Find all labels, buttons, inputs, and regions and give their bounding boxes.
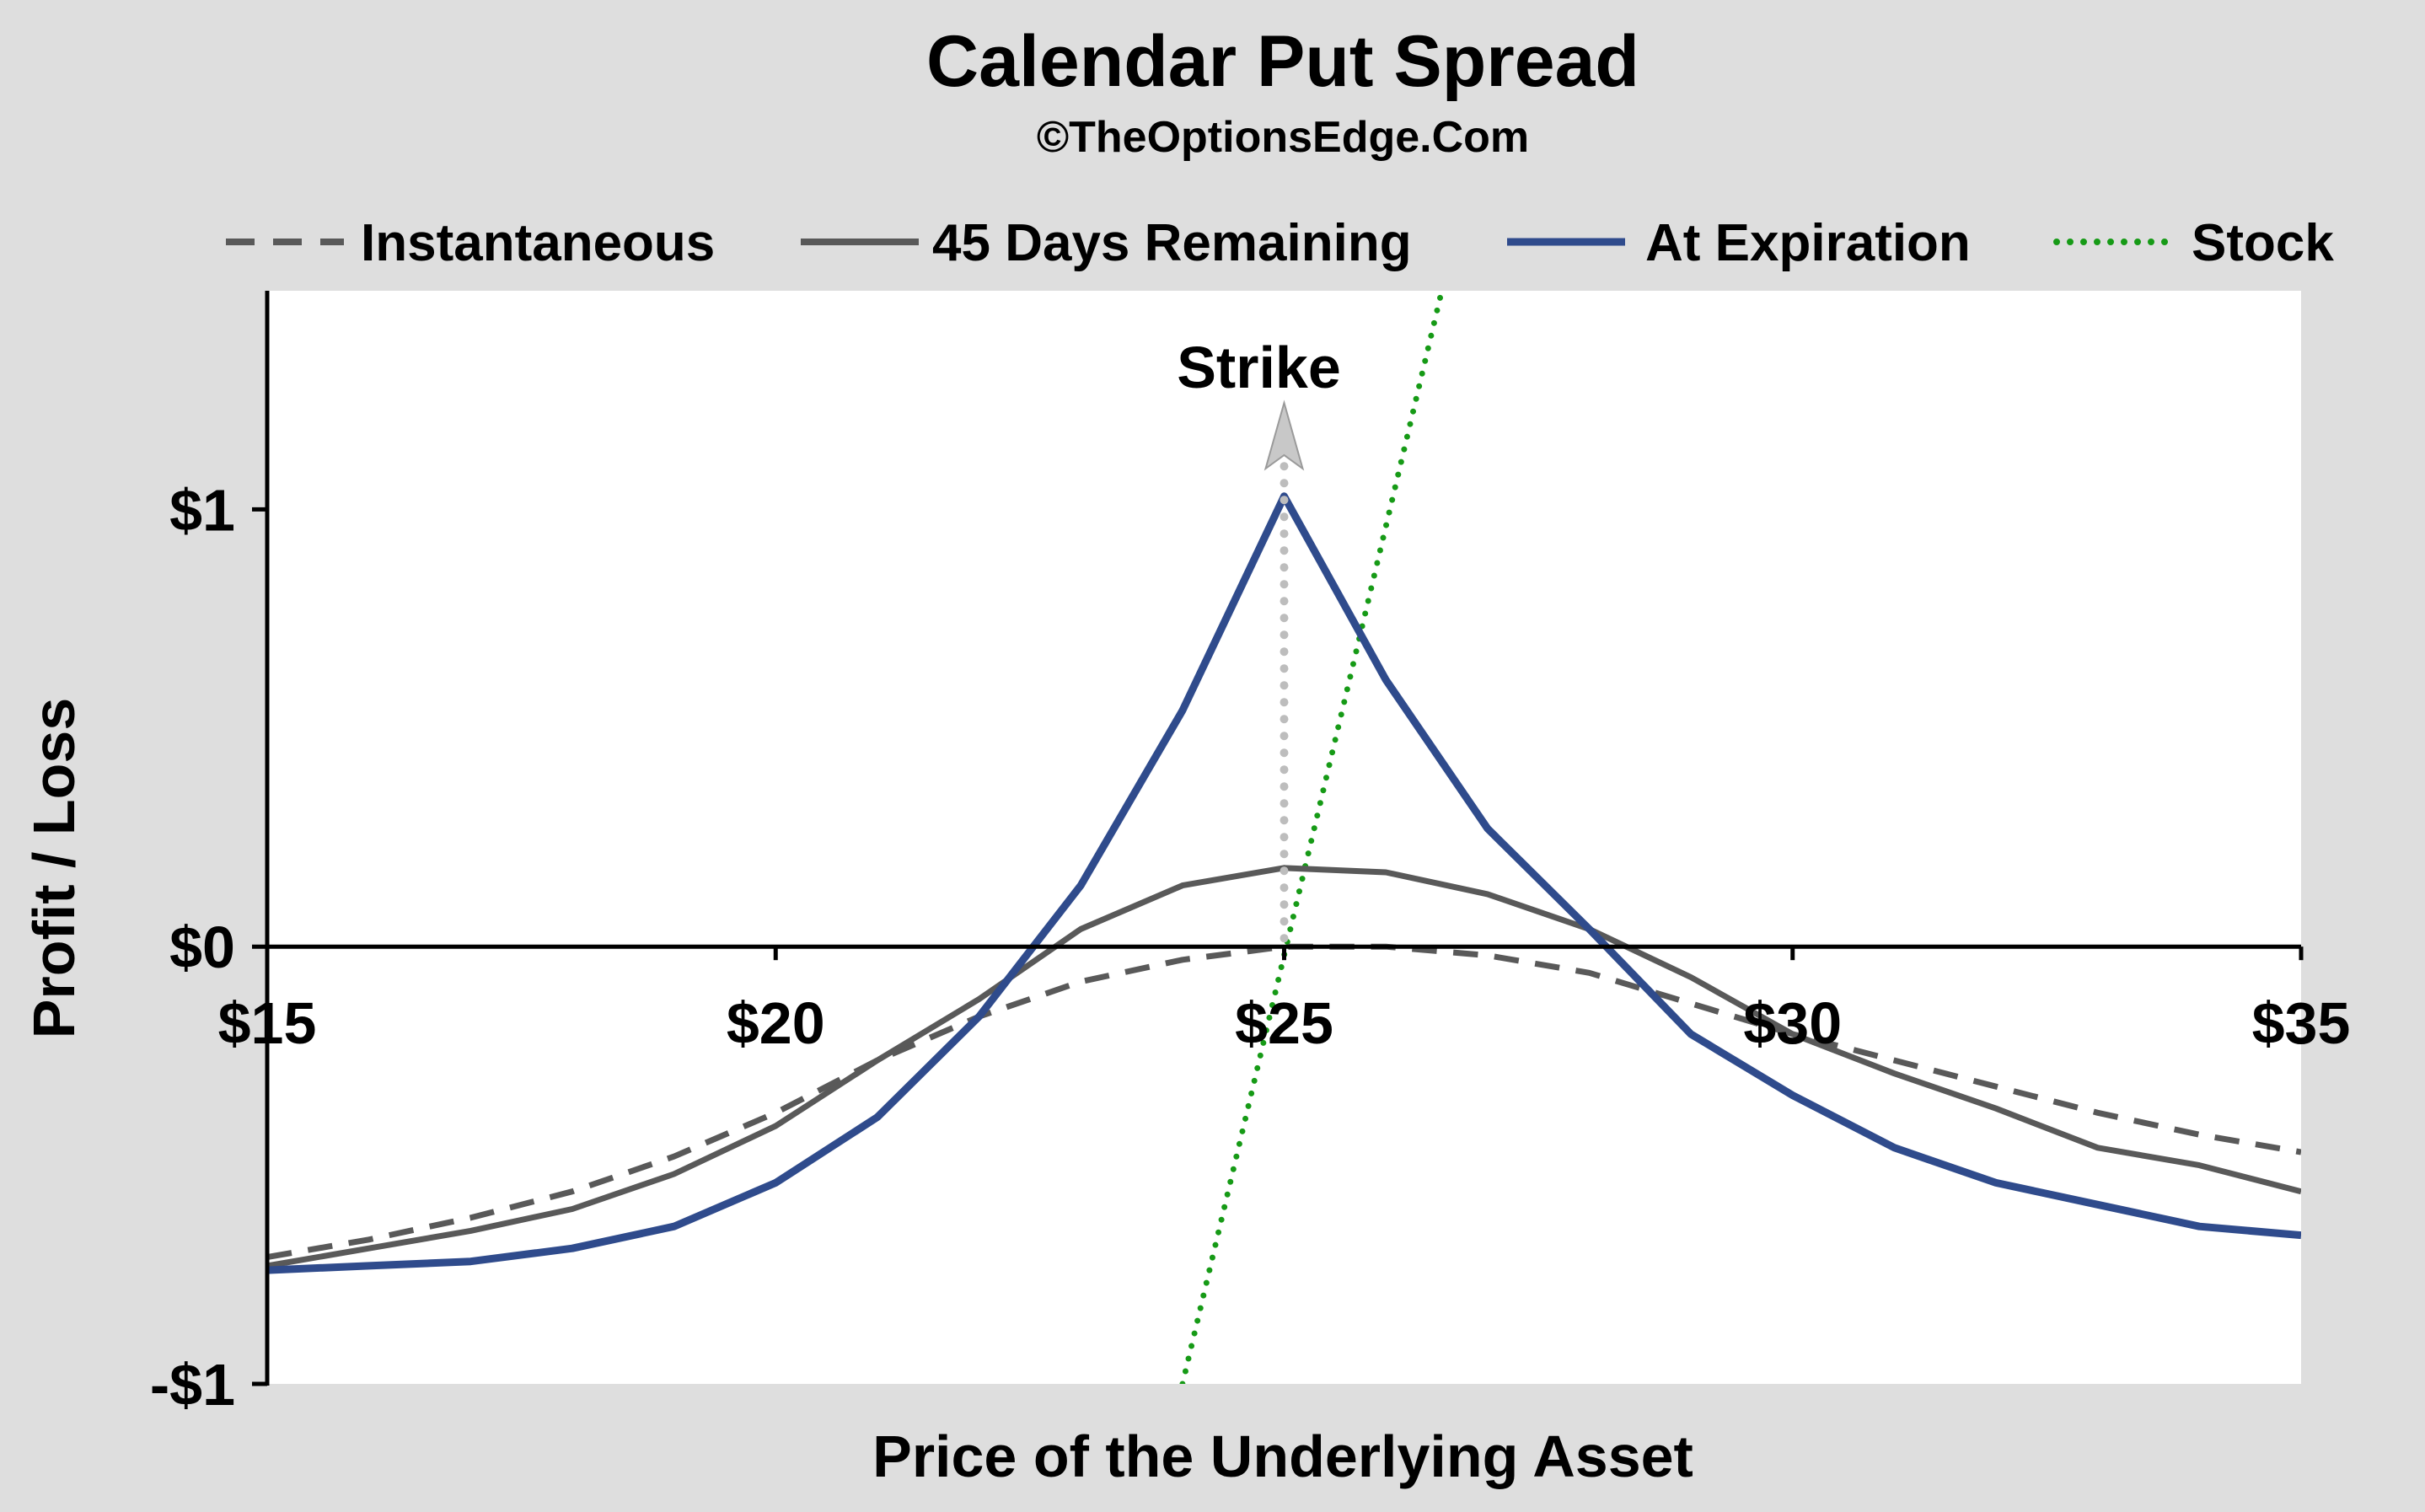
y-tick-label: $1 — [169, 477, 235, 543]
legend-label: Instantaneous — [361, 214, 715, 272]
annotation-layer: Strike — [1177, 335, 1341, 943]
series-line-stock — [1179, 291, 1445, 1384]
y-axis-title: Profit / Loss — [21, 698, 87, 1038]
x-tick-label: $15 — [218, 990, 317, 1056]
legend-item-at-expiration: At Expiration — [1507, 214, 1971, 272]
y-tick-label: $0 — [169, 914, 235, 980]
x-tick-label: $35 — [2252, 990, 2351, 1056]
legend-label: At Expiration — [1645, 214, 1971, 272]
x-tick-label: $20 — [727, 990, 825, 1056]
x-axis-title: Price of the Underlying Asset — [872, 1424, 1693, 1489]
legend-label: Stock — [2192, 214, 2334, 272]
x-tick-label: $30 — [1743, 990, 1842, 1056]
x-tick-label: $25 — [1235, 990, 1333, 1056]
legend-item-stock: Stock — [2053, 214, 2334, 272]
strike-arrow-head — [1263, 399, 1305, 471]
legend: Instantaneous 45 Days Remaining At Expirat… — [226, 214, 2334, 272]
series-line-instantaneous — [267, 943, 2301, 1260]
legend-item-instantaneous: Instantaneous — [226, 214, 715, 272]
chart-title: Calendar Put Spread — [926, 21, 1639, 102]
chart-subtitle: ©TheOptionsEdge.Com — [1037, 113, 1529, 162]
legend-item-45-days-remaining: 45 Days Remaining — [801, 214, 1412, 272]
strike-label: Strike — [1177, 335, 1341, 400]
y-tick-label: -$1 — [150, 1352, 235, 1418]
legend-label: 45 Days Remaining — [932, 214, 1412, 272]
axes-layer: $1 $0 -$1 $15 $20 $25 $30 $35 — [150, 291, 2351, 1418]
